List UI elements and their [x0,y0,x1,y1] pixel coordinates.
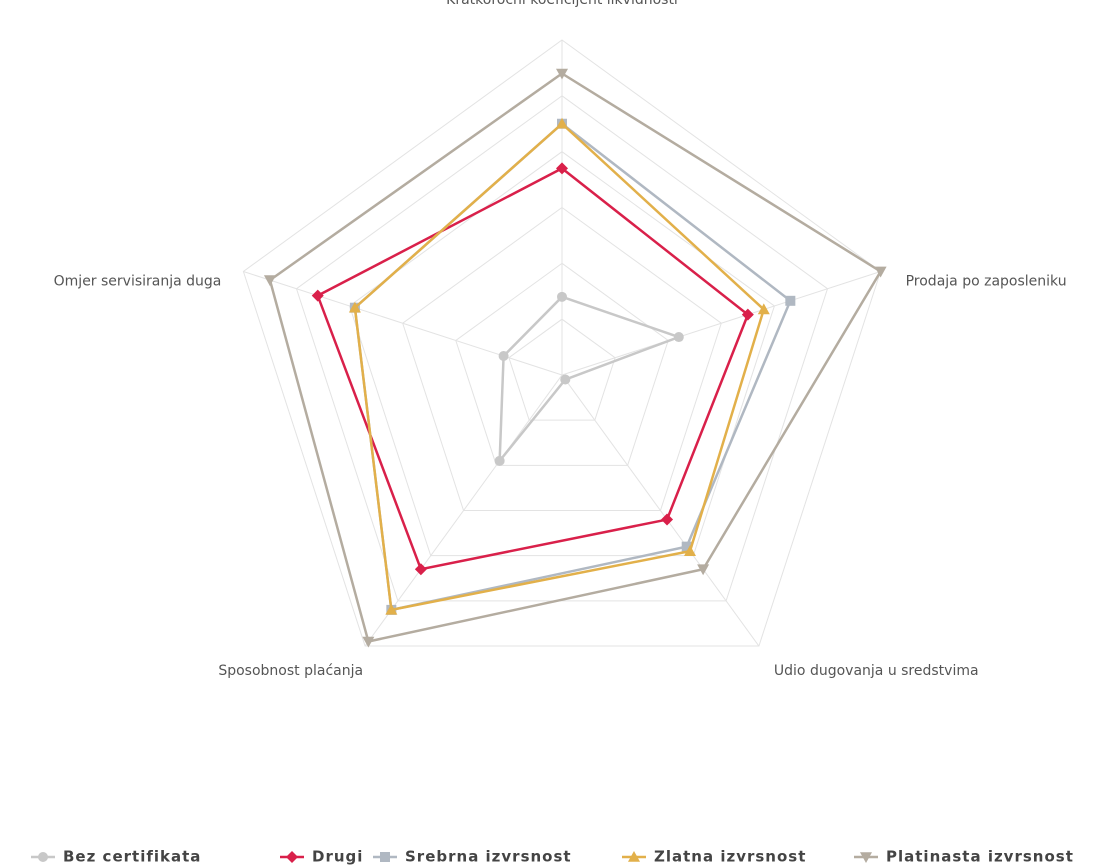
data-point [560,374,571,385]
data-point [785,295,796,306]
axis-label: Sposobnost plaćanja [218,663,363,679]
data-point [385,603,398,615]
data-point [494,455,505,466]
data-point [556,162,568,175]
legend-marker [286,851,298,863]
grid-ring [402,206,722,512]
legend-marker [380,852,390,862]
data-point [673,332,684,343]
data-point [348,301,361,313]
data-point [741,308,754,321]
series-line [316,166,750,571]
legend-marker [38,852,48,862]
legend-marker [860,852,872,863]
axis-label: Omjer servisiranja duga [54,273,222,289]
data-point [556,117,568,129]
legend-label: Srebrna izvrsnost [405,848,572,866]
legend-label: Platinasta izvrsnost [886,848,1074,866]
axis-label: Prodaja po zaposleniku [906,273,1067,289]
legend-label: Drugi [312,848,363,866]
legend-label: Bez certifikata [63,848,201,866]
data-point [311,289,324,302]
data-point [757,303,770,315]
spoke [561,271,881,376]
axis-label: Udio dugovanja u sredstvima [774,663,979,679]
data-point [683,545,696,556]
spoke [243,271,563,376]
spoke [364,374,563,647]
series-line [353,122,766,612]
grid-ring [508,318,616,421]
data-point [414,563,427,576]
data-point [263,275,276,287]
spoke [561,374,760,647]
series-line [353,122,792,612]
series-line [498,295,683,465]
data-point [681,541,692,552]
data-point [874,266,887,278]
series-line [268,72,883,643]
data-point [362,636,375,648]
axis-label: Kratkoročni koeficijent likvidnosti [446,0,678,8]
data-point [557,291,567,302]
data-point [498,351,509,362]
legend-marker [628,851,640,862]
data-point [556,68,568,80]
grid-ring [242,39,882,647]
data-point [697,564,710,576]
data-point [661,513,674,526]
legend-label: Zlatna izvrsnost [654,848,806,866]
